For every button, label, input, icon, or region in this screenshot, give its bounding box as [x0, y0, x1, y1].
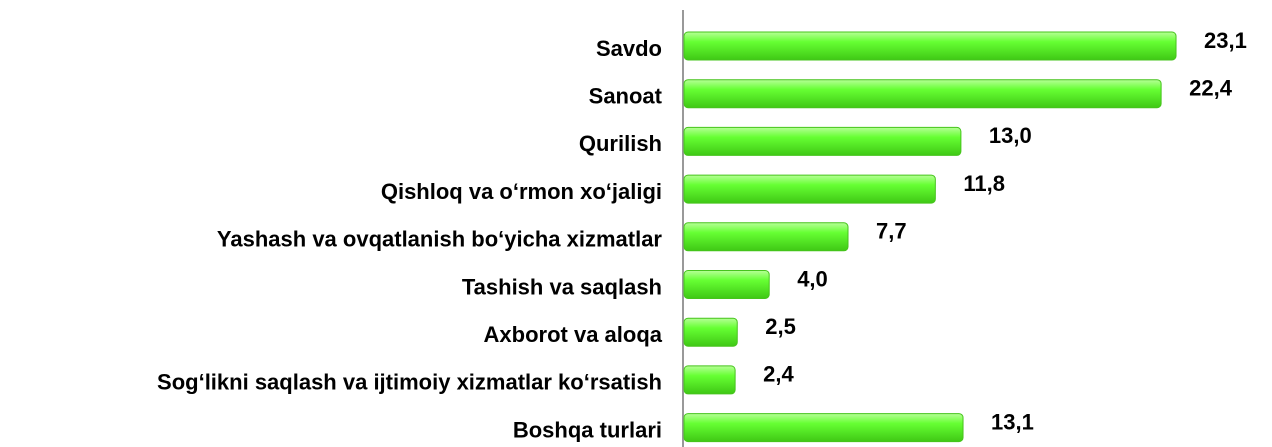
bar — [683, 413, 964, 443]
category-label: Qurilish — [579, 131, 662, 156]
category-label: Sog‘likni saqlash va ijtimoiy xizmatlar … — [157, 370, 662, 395]
category-label: Axborot va aloqa — [484, 322, 663, 347]
value-label: 22,4 — [1189, 76, 1233, 101]
bar — [683, 365, 736, 395]
category-label: Boshqa turlari — [513, 417, 662, 442]
value-label: 2,4 — [763, 362, 794, 387]
value-label: 23,1 — [1204, 28, 1247, 53]
value-label: 2,5 — [765, 314, 796, 339]
category-label: Savdo — [596, 36, 662, 61]
bar — [683, 31, 1177, 61]
value-label: 7,7 — [876, 219, 907, 244]
bar — [683, 174, 936, 204]
bar — [683, 222, 849, 252]
bar — [683, 126, 962, 156]
category-label: Tashish va saqlash — [462, 274, 662, 299]
category-label: Sanoat — [589, 84, 663, 109]
value-label: 13,0 — [989, 123, 1032, 148]
value-label: 4,0 — [797, 266, 828, 291]
value-label: 11,8 — [963, 171, 1005, 196]
bar — [683, 79, 1162, 109]
bar — [683, 270, 770, 299]
value-label: 13,1 — [991, 409, 1034, 434]
bar — [683, 317, 738, 347]
category-label: Qishloq va o‘rmon xo‘jaligi — [381, 179, 662, 204]
category-label: Yashash va ovqatlanish bo‘yicha xizmatla… — [217, 227, 663, 252]
